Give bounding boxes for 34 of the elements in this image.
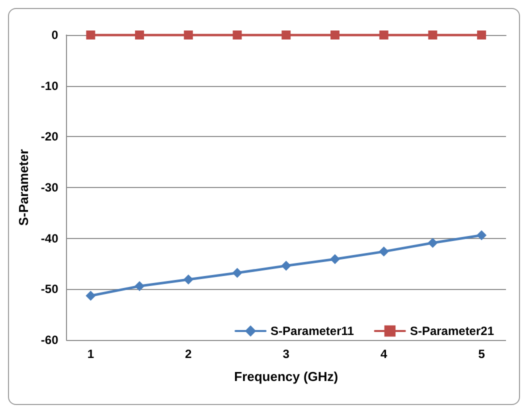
y-tick-label: -20 [40,130,59,144]
legend-label: S-Parameter11 [270,324,354,338]
point [135,30,144,40]
point [428,30,438,40]
point [378,246,389,257]
y-tick-label: -10 [40,78,59,93]
point [476,230,487,240]
point [86,290,96,301]
y-axis-title: S-Parameter [16,149,31,226]
y-tick-label: -60 [40,333,59,347]
point [232,268,242,278]
x-tick-label: 5 [478,347,486,361]
point [477,30,486,40]
point [330,254,340,264]
x-tick-label: 3 [282,347,290,361]
point [184,30,193,40]
legend-label: S-Parameter21 [410,324,494,338]
y-tick-label: -40 [40,231,59,246]
point [183,274,194,285]
point [86,30,96,40]
x-axis-title: Frequency (GHz) [234,369,338,384]
point [428,238,438,248]
point [134,281,145,292]
point [282,30,291,40]
x-tick-label: 1 [87,347,94,361]
x-tick-label: 4 [380,347,388,361]
y-tick-label: -30 [40,180,59,194]
point [281,260,292,271]
point [232,30,242,40]
point [330,30,340,40]
x-tick-label: 2 [185,347,192,361]
y-tick-label: 0 [52,28,59,42]
point [379,30,388,40]
y-tick-label: -50 [40,282,59,296]
